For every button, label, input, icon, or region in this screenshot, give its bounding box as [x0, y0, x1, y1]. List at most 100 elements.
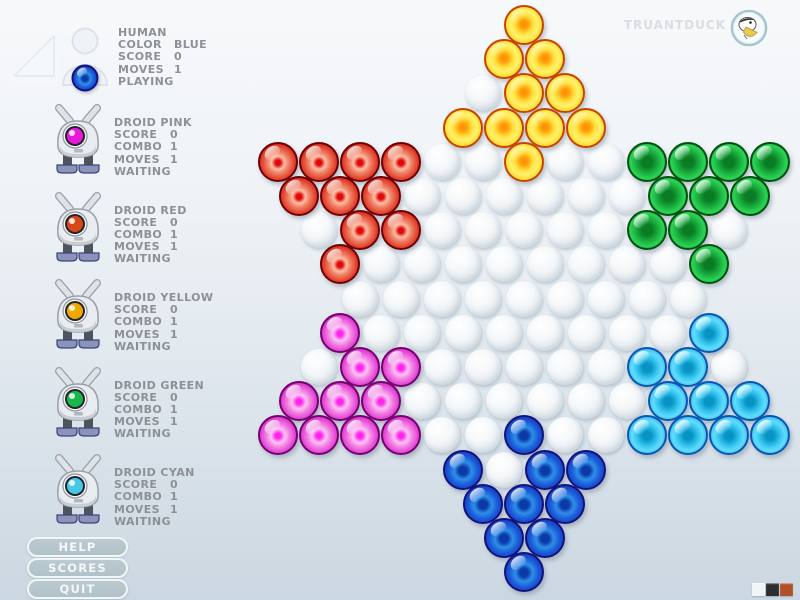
board-hole[interactable] [506, 212, 542, 249]
board-hole[interactable] [608, 314, 645, 351]
marble-red[interactable] [299, 141, 339, 182]
board-hole[interactable] [588, 417, 624, 454]
board-hole[interactable] [649, 246, 686, 283]
board-hole[interactable] [711, 212, 747, 249]
board-hole[interactable] [465, 349, 501, 385]
board-hole[interactable] [506, 349, 542, 385]
marble-blue[interactable] [504, 415, 544, 456]
marble-green[interactable] [627, 141, 667, 182]
board-hole[interactable] [403, 314, 440, 351]
marble-yellow[interactable] [504, 5, 544, 45]
marble-magenta[interactable] [319, 312, 360, 353]
marble-magenta[interactable] [360, 381, 401, 422]
marble-cyan[interactable] [668, 415, 708, 456]
marble-magenta[interactable] [258, 415, 298, 456]
board-hole[interactable] [649, 314, 686, 351]
marble-magenta[interactable] [299, 415, 339, 456]
marble-yellow[interactable] [504, 141, 544, 182]
marble-green[interactable] [750, 141, 790, 182]
board-hole[interactable] [629, 280, 665, 317]
board-hole[interactable] [342, 280, 378, 317]
marble-cyan[interactable] [647, 381, 688, 422]
marble-blue[interactable] [504, 552, 544, 593]
board-hole[interactable] [588, 349, 624, 385]
marble-green[interactable] [668, 210, 708, 251]
board-hole[interactable] [608, 246, 645, 283]
board-hole[interactable] [465, 75, 501, 112]
marble-yellow[interactable] [565, 107, 606, 148]
marble-green[interactable] [668, 141, 708, 182]
board-hole[interactable] [424, 280, 460, 317]
board-hole[interactable] [301, 349, 337, 385]
board-hole[interactable] [485, 246, 522, 283]
marble-magenta[interactable] [340, 415, 380, 456]
board-hole[interactable] [506, 280, 542, 317]
marble-cyan[interactable] [729, 381, 770, 422]
marble-cyan[interactable] [750, 415, 790, 456]
marble-cyan[interactable] [688, 312, 729, 353]
board-hole[interactable] [424, 349, 460, 385]
board-hole[interactable] [547, 349, 583, 385]
marble-red[interactable] [340, 141, 380, 182]
board-hole[interactable] [403, 178, 440, 214]
marble-magenta[interactable] [381, 347, 421, 387]
display-swatch-rust[interactable] [780, 583, 793, 596]
display-swatch-dark[interactable] [766, 583, 779, 596]
marble-yellow[interactable] [442, 107, 483, 148]
marble-magenta[interactable] [340, 347, 380, 387]
board-hole[interactable] [465, 280, 501, 317]
board-hole[interactable] [424, 212, 460, 249]
marble-blue[interactable] [483, 518, 524, 558]
board-hole[interactable] [485, 383, 522, 420]
marble-green[interactable] [709, 141, 749, 182]
board-hole[interactable] [444, 178, 481, 214]
board-hole[interactable] [403, 383, 440, 420]
quit-button[interactable]: QUIT [27, 579, 128, 599]
marble-blue[interactable] [545, 483, 585, 524]
board-hole[interactable] [547, 143, 583, 180]
board-hole[interactable] [608, 383, 645, 420]
board-hole[interactable] [526, 383, 563, 420]
marble-cyan[interactable] [709, 415, 749, 456]
marble-yellow[interactable] [524, 107, 565, 148]
marble-red[interactable] [381, 210, 421, 251]
marble-red[interactable] [319, 244, 360, 285]
marble-blue[interactable] [442, 449, 483, 490]
board-hole[interactable] [362, 314, 399, 351]
board-hole[interactable] [301, 212, 337, 249]
marble-green[interactable] [688, 244, 729, 285]
board-hole[interactable] [485, 178, 522, 214]
display-swatch-white[interactable] [752, 583, 765, 596]
board-hole[interactable] [567, 314, 604, 351]
marble-yellow[interactable] [483, 39, 524, 80]
board-hole[interactable] [403, 246, 440, 283]
marble-cyan[interactable] [627, 347, 667, 387]
marble-yellow[interactable] [504, 73, 544, 114]
board-hole[interactable] [547, 417, 583, 454]
marble-blue[interactable] [524, 518, 565, 558]
marble-yellow[interactable] [524, 39, 565, 80]
marble-cyan[interactable] [688, 381, 729, 422]
marble-yellow[interactable] [545, 73, 585, 114]
marble-red[interactable] [258, 141, 298, 182]
board-hole[interactable] [444, 383, 481, 420]
marble-red[interactable] [319, 176, 360, 216]
marble-green[interactable] [627, 210, 667, 251]
board-hole[interactable] [526, 246, 563, 283]
board-hole[interactable] [444, 246, 481, 283]
board-hole[interactable] [547, 212, 583, 249]
marble-blue[interactable] [504, 483, 544, 524]
help-button[interactable]: HELP [27, 537, 128, 557]
board-hole[interactable] [424, 417, 460, 454]
board-hole[interactable] [567, 246, 604, 283]
marble-green[interactable] [729, 176, 770, 216]
back-button[interactable] [6, 24, 64, 90]
marble-blue[interactable] [463, 483, 503, 524]
board-hole[interactable] [444, 314, 481, 351]
board-hole[interactable] [588, 143, 624, 180]
marble-magenta[interactable] [319, 381, 360, 422]
marble-red[interactable] [381, 141, 421, 182]
board-hole[interactable] [567, 383, 604, 420]
board-hole[interactable] [588, 280, 624, 317]
marble-cyan[interactable] [627, 415, 667, 456]
